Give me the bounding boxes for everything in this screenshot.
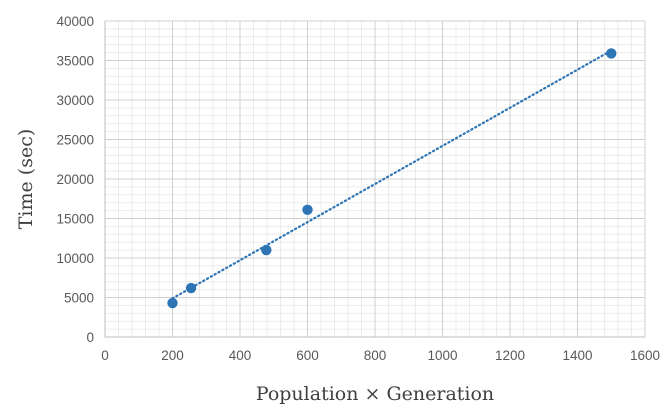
data-point bbox=[606, 48, 617, 59]
y-tick-labels: 0 5000 10000 15000 20000 25000 30000 35000 40000 bbox=[56, 14, 94, 345]
x-tick-label: 1600 bbox=[630, 348, 660, 363]
y-tick-label: 25000 bbox=[56, 133, 94, 148]
data-point bbox=[185, 282, 197, 294]
y-axis-title: Time (sec) bbox=[15, 129, 37, 230]
x-axis-title: Population × Generation bbox=[256, 383, 494, 405]
data-point bbox=[302, 204, 313, 216]
y-tick-label: 20000 bbox=[56, 172, 94, 187]
y-tick-label: 15000 bbox=[56, 212, 94, 227]
x-tick-label: 600 bbox=[296, 348, 319, 363]
y-tick-label: 35000 bbox=[56, 54, 94, 69]
x-tick-label: 0 bbox=[101, 348, 109, 363]
axes bbox=[104, 21, 645, 338]
x-tick-label: 200 bbox=[161, 348, 184, 363]
x-tick-label: 1400 bbox=[562, 348, 592, 363]
x-tick-label: 400 bbox=[229, 348, 252, 363]
trendline bbox=[171, 49, 613, 300]
y-tick-label: 0 bbox=[86, 330, 94, 345]
data-points bbox=[167, 48, 617, 309]
y-tick-label: 5000 bbox=[64, 291, 94, 306]
x-tick-label: 800 bbox=[364, 348, 387, 363]
data-point bbox=[167, 297, 178, 309]
y-tick-label: 40000 bbox=[56, 14, 94, 29]
y-tick-label: 30000 bbox=[56, 93, 94, 108]
x-tick-label: 1000 bbox=[427, 348, 457, 363]
trendline-group bbox=[171, 49, 613, 300]
x-tick-label: 1200 bbox=[495, 348, 525, 363]
data-point bbox=[261, 244, 272, 256]
y-tick-label: 10000 bbox=[56, 251, 94, 266]
x-tick-labels: 0 200 400 600 800 1000 1200 1400 1600 bbox=[101, 348, 660, 363]
